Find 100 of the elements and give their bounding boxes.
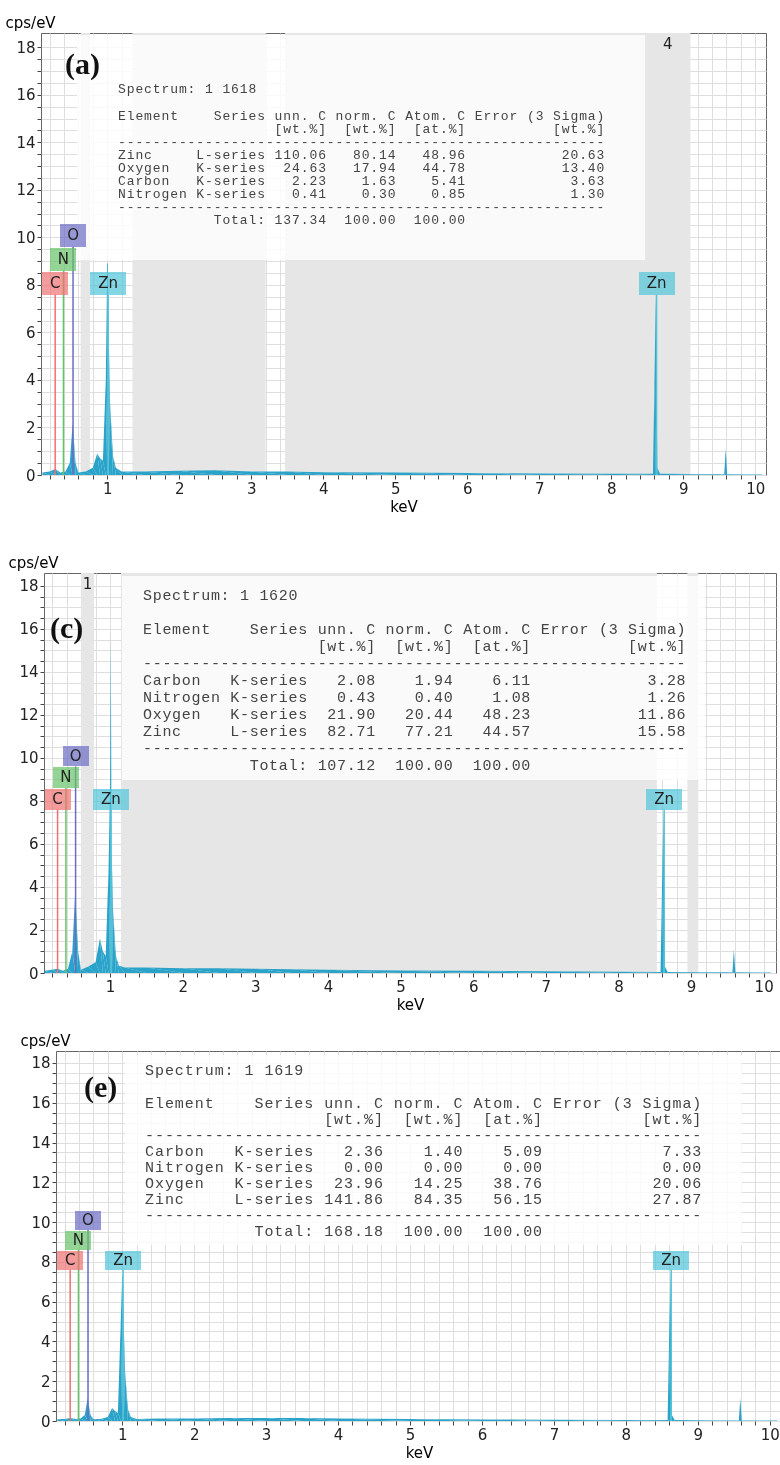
x-tick-label: 10 — [746, 479, 766, 498]
y-tick-label: 14 — [19, 663, 39, 682]
annotation: Nitrogen K-series 0.41 0.30 0.85 1.30 — [118, 187, 607, 202]
x-tick-label: 2 — [178, 977, 188, 996]
annotation: -------------------------------------------------------- — [145, 1128, 704, 1145]
y-tick-label: 6 — [28, 835, 39, 854]
x-tick-label: 2 — [174, 479, 185, 498]
x-tick-label: 6 — [462, 479, 473, 498]
y-tick-label: 6 — [25, 323, 36, 342]
annotation: Oxygen K-series 24.63 17.94 44.78 13.40 — [118, 161, 607, 176]
y-tick-label: 4 — [28, 878, 39, 897]
x-tick-label: 5 — [396, 977, 406, 996]
annotation: Spectrum: 1 1618 — [118, 82, 259, 97]
annotation: -------------------------------------------------------- — [143, 741, 688, 758]
y-tick-label: 10 — [19, 749, 39, 768]
text: (c) — [50, 611, 84, 645]
annotation: Nitrogen K-series 0.00 0.00 0.00 0.00 — [145, 1160, 704, 1177]
y-tick-label: 16 — [16, 86, 36, 105]
y-tick-label: 2 — [25, 418, 36, 437]
x-tick-label: 3 — [261, 1425, 272, 1444]
y-tick-label: 18 — [31, 1054, 51, 1073]
y-tick-label: 0 — [40, 1412, 51, 1431]
annotation: [wt.%] [wt.%] [at.%] [wt.%] — [316, 639, 688, 656]
x-tick-label: 2 — [189, 1425, 200, 1444]
annotation: -------------------------------------------------------- — [143, 656, 688, 673]
annotation: Carbon K-series 2.23 1.63 5.41 3.63 — [118, 174, 607, 189]
y-tick-label: 2 — [28, 921, 39, 940]
x-tick-label: 1 — [117, 1425, 128, 1444]
annotation: Carbon K-series 2.08 1.94 6.11 3.28 — [143, 673, 688, 690]
x-tick-label: 4 — [318, 479, 329, 498]
annotation: -------------------------------------------------------- — [145, 1208, 704, 1225]
annotation: Element Series unn. C norm. C Atom. C Error (3 Sigma) — [145, 1096, 704, 1113]
annotation: Carbon K-series 2.36 1.40 5.09 7.33 — [145, 1144, 704, 1161]
annotation: -------------------------------------------------------- — [118, 135, 607, 150]
x-axis-title: keV — [405, 1443, 435, 1462]
y-tick-label: 8 — [40, 1253, 51, 1272]
ref-line-label: Zn — [113, 1250, 133, 1269]
ref-line-label: Zn — [654, 790, 675, 808]
band-label: 1 — [82, 575, 93, 593]
band-label: 4 — [662, 35, 673, 53]
y-tick-label: 0 — [28, 964, 39, 983]
ref-line-label: O — [67, 225, 79, 244]
y-tick-label: 12 — [19, 706, 39, 725]
ref-line-label: Zn — [101, 790, 121, 808]
annotation: Total: 137.34 100.00 100.00 — [212, 213, 468, 228]
y-tick-label: 4 — [25, 371, 36, 390]
ref-line-label: C — [49, 273, 61, 292]
annotation: Element Series unn. C norm. C Atom. C Error (3 Sigma) — [118, 109, 607, 124]
y-tick-label: 16 — [31, 1094, 51, 1113]
y-tick-label: 10 — [16, 228, 36, 247]
y-axis-title: cps/eV — [8, 553, 60, 572]
y-tick-label: 12 — [16, 181, 36, 200]
annotation: Spectrum: 1 1619 — [145, 1063, 306, 1080]
y-tick-label: 0 — [25, 466, 36, 485]
x-tick-label: 7 — [534, 479, 545, 498]
x-tick-label: 7 — [541, 977, 552, 996]
x-tick-label: 8 — [621, 1425, 632, 1444]
y-tick-label: 14 — [31, 1134, 51, 1153]
ref-line-label: O — [69, 746, 82, 765]
ref-line-label: N — [57, 249, 70, 268]
y-tick-label: 4 — [40, 1332, 51, 1351]
y-tick-label: 18 — [19, 577, 39, 596]
x-tick-label: 3 — [251, 977, 261, 996]
annotation: Zinc L-series 82.71 77.21 44.57 15.58 — [143, 724, 688, 741]
x-tick-label: 1 — [102, 479, 113, 498]
x-tick-label: 3 — [246, 479, 257, 498]
annotation: Element Series unn. C norm. C Atom. C Error (3 Sigma) — [143, 622, 688, 639]
y-tick-label: 6 — [40, 1293, 51, 1312]
text: (e) — [84, 1070, 118, 1104]
x-tick-label: 10 — [760, 1425, 780, 1444]
ref-line-label: Zn — [661, 1250, 682, 1269]
x-tick-label: 5 — [405, 1425, 416, 1444]
x-tick-label: 4 — [333, 1425, 344, 1444]
x-tick-label: 6 — [468, 977, 479, 996]
annotation: Spectrum: 1 1620 — [143, 588, 300, 605]
x-tick-label: 9 — [693, 1425, 704, 1444]
x-tick-label: 1 — [105, 977, 116, 996]
y-tick-label: 14 — [16, 133, 36, 152]
text: (a) — [65, 47, 100, 81]
x-axis-title: keV — [390, 497, 419, 516]
y-axis-title: cps/eV — [5, 13, 57, 32]
ref-line-label: Zn — [98, 273, 118, 292]
x-tick-label: 9 — [686, 977, 697, 996]
y-tick-label: 2 — [40, 1372, 51, 1391]
y-tick-label: 16 — [19, 620, 39, 639]
x-tick-label: 9 — [678, 479, 689, 498]
ref-line-label: N — [60, 768, 72, 787]
y-tick-label: 8 — [28, 792, 39, 811]
annotation: [wt.%] [wt.%] [at.%] [wt.%] — [273, 122, 607, 137]
y-tick-label: 18 — [16, 38, 36, 57]
ref-line-label: Zn — [646, 273, 667, 292]
x-tick-label: 4 — [323, 977, 334, 996]
annotation: Zinc L-series 141.86 84.35 56.15 27.87 — [145, 1192, 704, 1209]
y-tick-label: 8 — [25, 276, 36, 295]
annotation: Zinc L-series 110.06 80.14 48.96 20.63 — [118, 148, 607, 163]
annotation: -------------------------------------------------------- — [118, 200, 607, 215]
x-tick-label: 8 — [614, 977, 624, 996]
annotation: [wt.%] [wt.%] [at.%] [wt.%] — [323, 1112, 704, 1129]
x-tick-label: 8 — [606, 479, 617, 498]
y-tick-label: 12 — [31, 1173, 51, 1192]
